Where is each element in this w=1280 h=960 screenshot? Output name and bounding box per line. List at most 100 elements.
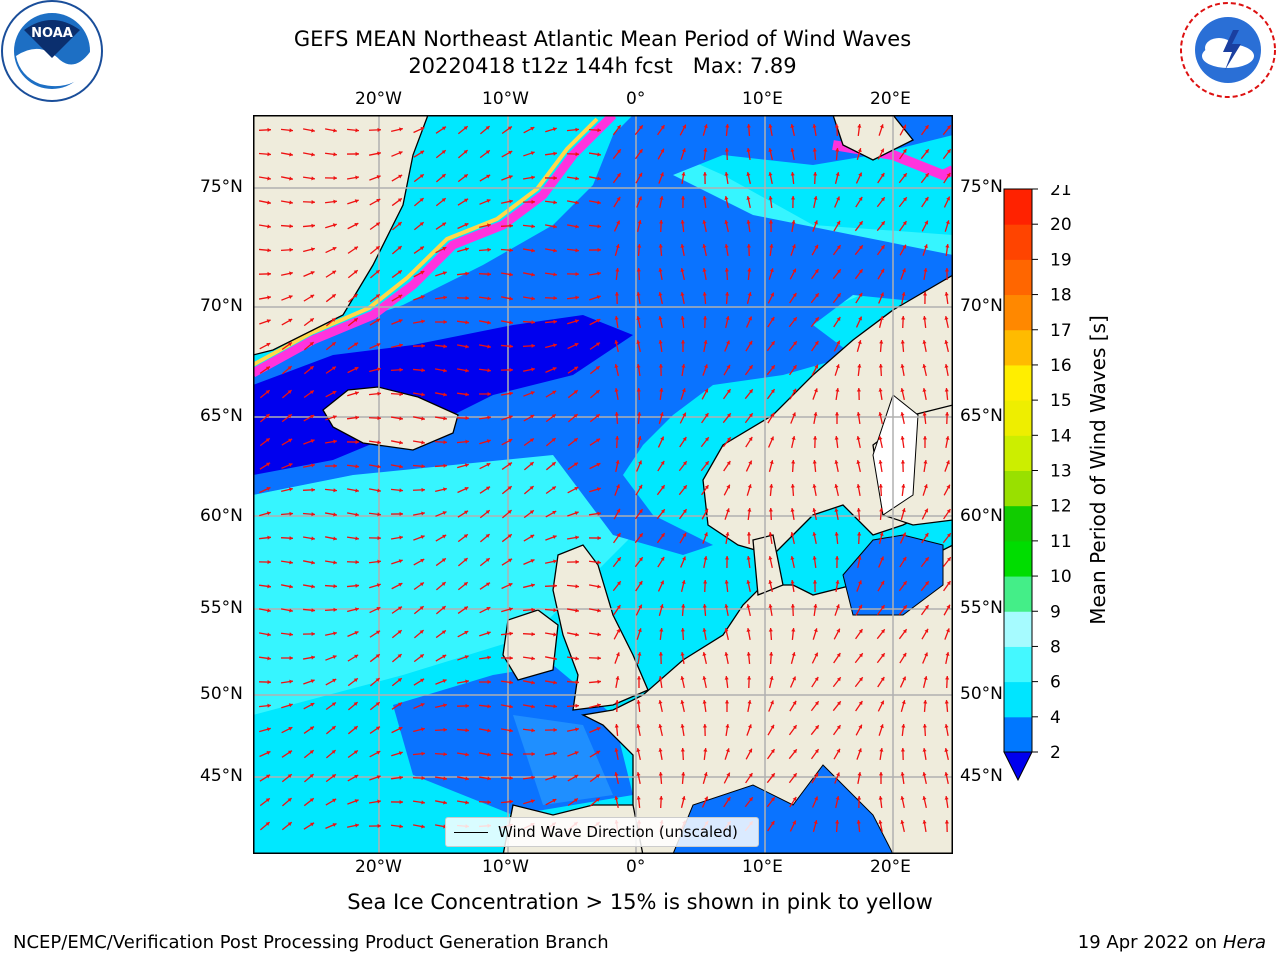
wind-wave-arrowhead [487, 391, 491, 397]
wind-wave-arrowhead [680, 196, 686, 200]
wind-wave-arrowhead [790, 556, 795, 560]
wind-wave-arrowhead [487, 415, 491, 420]
wind-wave-arrowhead [834, 124, 839, 128]
wind-wave-arrowhead [531, 343, 535, 348]
wind-wave-arrowhead [836, 653, 841, 658]
lat-tick-left-70n: 70°N [200, 296, 243, 316]
lon-tick-top-20w: 20°W [355, 89, 402, 109]
wind-wave-arrowhead [790, 172, 795, 176]
wind-wave-arrowhead [660, 556, 665, 561]
wind-wave-arrowhead [331, 774, 336, 779]
wind-wave-arrowhead [878, 364, 883, 368]
wind-wave-arrowhead [900, 364, 905, 368]
wind-wave-arrowhead [922, 820, 927, 824]
colorbar-bin [1004, 716, 1032, 753]
wind-wave-arrowhead [724, 244, 729, 248]
wind-wave-arrowhead [465, 271, 469, 276]
wind-wave-arrowhead [746, 244, 751, 248]
wind-wave-arrowhead [703, 124, 708, 129]
wind-wave-arrowhead [287, 390, 292, 394]
wind-wave-arrowhead [420, 127, 425, 131]
wind-wave-arrowhead [465, 752, 469, 757]
wind-wave-arrowhead [770, 412, 775, 417]
wind-wave-arrowhead [398, 727, 403, 731]
wind-wave-arrowhead [814, 725, 819, 730]
wind-wave-arrowhead [923, 676, 928, 680]
wind-wave-arrowhead [531, 296, 535, 301]
wind-wave-arrowhead [660, 485, 665, 490]
wind-wave-arrowhead [858, 653, 863, 658]
wind-wave-arrowhead [726, 461, 731, 466]
wind-wave-arrowhead [509, 296, 513, 301]
wind-wave-arrowhead [309, 342, 314, 346]
wind-wave-arrowhead [573, 438, 578, 442]
wind-wave-arrowhead [465, 800, 469, 805]
wind-wave-arrowhead [399, 511, 403, 517]
wind-wave-arrowhead [310, 822, 315, 827]
wind-wave-arrowhead [746, 124, 751, 128]
wind-wave-arrowhead [858, 172, 862, 177]
wind-wave-arrowhead [638, 509, 643, 514]
wind-wave-arrowhead [597, 224, 601, 229]
wind-wave-arrowhead [814, 293, 819, 298]
wind-wave-arrowhead [768, 580, 773, 584]
wind-wave-arrowhead [596, 438, 601, 443]
wind-wave-arrowhead [509, 680, 513, 685]
wind-wave-arrowhead [332, 223, 337, 228]
wind-wave-arrowhead [922, 748, 927, 752]
wind-wave-arrowhead [703, 316, 708, 320]
wind-wave-arrowhead [900, 460, 905, 464]
wind-wave-arrowhead [530, 534, 535, 539]
wind-wave-arrowhead [464, 463, 469, 468]
wind-wave-arrowhead [878, 820, 883, 824]
wind-wave-arrowhead [834, 484, 839, 488]
wind-wave-arrowhead [309, 726, 314, 731]
wind-wave-arrowhead [509, 272, 513, 277]
wind-wave-arrowhead [310, 414, 315, 419]
wind-wave-arrowhead [487, 368, 491, 373]
wind-wave-arrowhead [531, 224, 535, 229]
wind-wave-arrowhead [814, 701, 819, 706]
wind-wave-arrowhead [726, 796, 731, 801]
wind-wave-arrowhead [702, 268, 707, 272]
wind-wave-arrowhead [858, 269, 863, 274]
wind-wave-arrowhead [507, 126, 512, 131]
wind-wave-arrowhead [682, 436, 687, 441]
wind-wave-arrowhead [509, 728, 513, 733]
wind-wave-arrowhead [724, 172, 729, 176]
wind-wave-arrowhead [835, 172, 840, 177]
wind-wave-arrowhead [902, 605, 907, 610]
wind-wave-arrowhead [531, 607, 535, 612]
wind-wave-arrowhead [288, 295, 293, 299]
wind-wave-arrowhead [616, 125, 621, 130]
wind-wave-arrowhead [680, 340, 686, 344]
wind-wave-arrowhead [398, 151, 403, 155]
wind-wave-arrowhead [724, 652, 729, 656]
wind-wave-arrowhead [792, 388, 797, 393]
wind-wave-arrowhead [376, 775, 381, 780]
wind-wave-arrowhead [289, 271, 293, 276]
wind-wave-arrowhead [944, 340, 949, 344]
wind-wave-arrowhead [878, 388, 883, 392]
wind-wave-arrowhead [880, 221, 885, 226]
wind-wave-arrowhead [814, 317, 819, 322]
wind-wave-arrowhead [748, 436, 753, 441]
lon-tick-top-20e: 20°E [870, 89, 911, 109]
wind-wave-arrowhead [680, 268, 685, 272]
wind-wave-arrowhead [814, 269, 819, 274]
wind-wave-arrowhead [857, 364, 862, 368]
wind-wave-arrowhead [443, 392, 447, 397]
wind-wave-arrowhead [487, 296, 491, 301]
wind-wave-arrowhead [770, 749, 775, 754]
colorbar: 2 4 6 8 9 10 11 12 13 14 15 16 17 18 19 20 21 [1003, 185, 1072, 782]
wind-wave-arrowhead [858, 292, 863, 297]
wind-wave-arrowhead [616, 628, 621, 633]
wind-wave-arrowhead [615, 700, 620, 704]
wind-wave-arrowhead [834, 436, 839, 440]
lon-tick-top-0: 0° [626, 89, 646, 109]
wind-wave-arrowhead [443, 368, 447, 373]
wind-wave-arrowhead [377, 464, 381, 469]
wind-wave-arrowhead [944, 316, 949, 320]
wind-wave-arrowhead [836, 293, 841, 298]
wind-wave-arrowhead [636, 748, 641, 752]
